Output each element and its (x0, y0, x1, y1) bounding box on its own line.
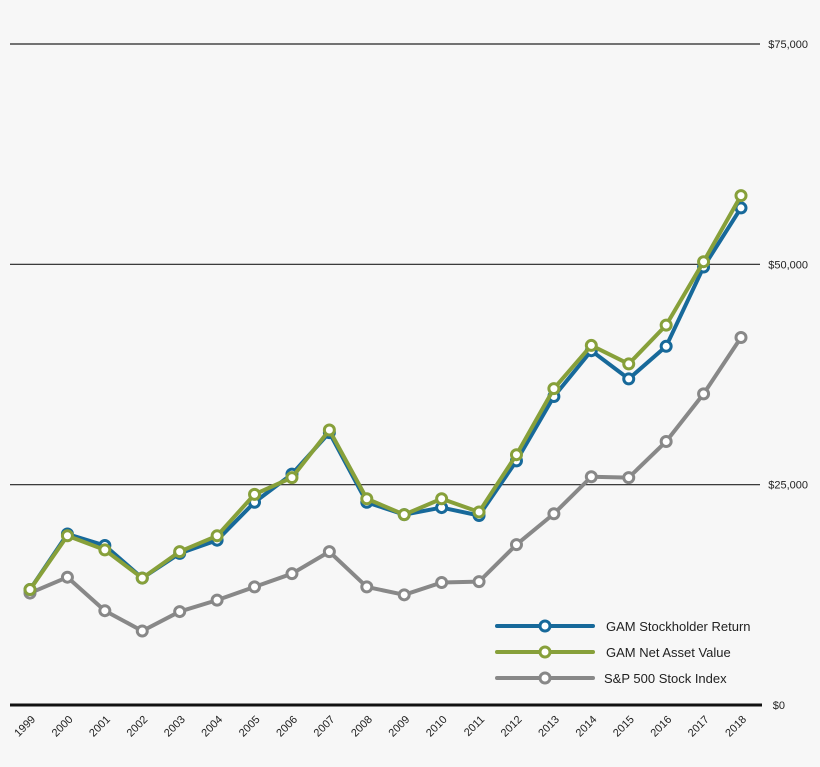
data-point (697, 255, 711, 269)
series-line (28, 206, 743, 591)
data-point (622, 372, 636, 386)
y-tick-label: $0 (773, 700, 785, 712)
data-point (135, 571, 149, 585)
x-tick-label: 2006 (274, 714, 300, 740)
data-point (60, 529, 74, 543)
data-point (248, 580, 262, 594)
x-tick-label: 2013 (536, 714, 562, 740)
data-point (509, 538, 523, 552)
data-point (659, 434, 673, 448)
data-point (210, 529, 224, 543)
data-point (248, 487, 262, 501)
data-point (360, 492, 374, 506)
data-point (210, 593, 224, 607)
legend-marker (538, 671, 552, 685)
legend-label: GAM Net Asset Value (606, 645, 731, 660)
y-tick-label: $25,000 (768, 480, 808, 492)
y-axis-labels: $0 $25,000 $50,000 $75,000 (768, 39, 808, 712)
x-tick-label: 2012 (499, 714, 525, 740)
data-point (360, 580, 374, 594)
data-point (547, 507, 561, 521)
data-point (60, 570, 74, 584)
x-tick-label: 2015 (611, 714, 637, 740)
x-tick-label: 2000 (50, 714, 76, 740)
x-tick-label: 1999 (12, 714, 38, 740)
data-point (397, 508, 411, 522)
x-tick-label: 2003 (162, 714, 188, 740)
x-tick-label: 2016 (648, 714, 674, 740)
legend-label: S&P 500 Stock Index (604, 671, 727, 686)
x-tick-label: 2011 (462, 714, 487, 739)
data-point (322, 423, 336, 437)
data-point (509, 448, 523, 462)
data-point (322, 545, 336, 559)
data-point (622, 471, 636, 485)
data-point (697, 387, 711, 401)
data-point (472, 505, 486, 519)
data-point (622, 357, 636, 371)
x-tick-label: 2002 (125, 714, 151, 740)
x-tick-label: 2007 (312, 714, 338, 740)
x-tick-label: 2017 (686, 714, 712, 740)
x-axis-labels: 1999 2000 2001 2002 2003 2004 2005 2006 2007 2008… (12, 714, 749, 740)
data-point (173, 605, 187, 619)
data-point (472, 575, 486, 589)
data-point (23, 583, 37, 597)
x-tick-label: 2005 (237, 714, 263, 740)
x-tick-label: 2010 (424, 714, 450, 740)
legend-label: GAM Stockholder Return (606, 619, 751, 634)
data-point (659, 339, 673, 353)
data-point (285, 471, 299, 485)
data-point (547, 382, 561, 396)
series-lines (23, 189, 748, 638)
x-tick-label: 2014 (574, 714, 600, 740)
data-point (659, 318, 673, 332)
data-point (734, 189, 748, 203)
series-line (28, 194, 743, 591)
y-tick-label: $50,000 (768, 259, 808, 271)
x-tick-label: 2009 (387, 714, 413, 740)
data-point (435, 575, 449, 589)
data-point (584, 470, 598, 484)
legend: GAM Stockholder Return GAM Net Asset Valu… (495, 619, 751, 686)
data-point (173, 545, 187, 559)
y-tick-label: $75,000 (768, 39, 808, 51)
gridlines (10, 43, 762, 707)
x-tick-label: 2001 (87, 714, 113, 740)
data-point (397, 588, 411, 602)
data-point (584, 338, 598, 352)
x-tick-label: 2018 (723, 714, 749, 740)
legend-marker (538, 619, 552, 633)
data-point (135, 624, 149, 638)
data-point (435, 492, 449, 506)
legend-marker (538, 645, 552, 659)
x-tick-label: 2004 (199, 714, 225, 740)
data-point (285, 567, 299, 581)
data-point (98, 604, 112, 618)
data-point (98, 543, 112, 557)
data-point (734, 330, 748, 344)
x-tick-label: 2008 (349, 714, 375, 740)
